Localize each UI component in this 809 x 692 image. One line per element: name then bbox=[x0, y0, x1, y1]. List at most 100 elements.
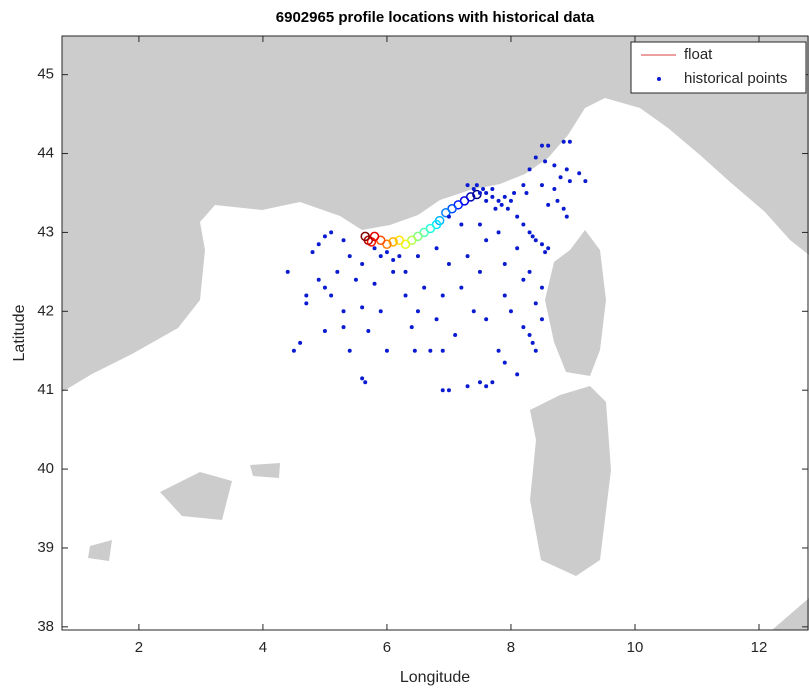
historical-point bbox=[412, 348, 417, 353]
historical-point bbox=[329, 293, 334, 298]
corsica bbox=[545, 230, 606, 376]
historical-point bbox=[484, 384, 489, 389]
historical-point bbox=[524, 190, 529, 195]
majorca bbox=[160, 472, 232, 520]
historical-point bbox=[360, 376, 365, 381]
historical-point bbox=[502, 293, 507, 298]
historical-point bbox=[304, 293, 309, 298]
historical-point bbox=[533, 238, 538, 243]
historical-point bbox=[285, 269, 290, 274]
historical-point bbox=[298, 340, 303, 345]
chart-title: 6902965 profile locations with historica… bbox=[276, 9, 595, 26]
legend-label: historical points bbox=[684, 70, 787, 87]
historical-point bbox=[521, 222, 526, 227]
legend-label: float bbox=[684, 46, 713, 63]
historical-point bbox=[415, 254, 420, 259]
historical-point bbox=[539, 285, 544, 290]
historical-point bbox=[539, 143, 544, 148]
historical-point bbox=[422, 285, 427, 290]
historical-point bbox=[481, 187, 486, 192]
historical-point bbox=[353, 277, 358, 282]
italy-south bbox=[772, 598, 809, 630]
historical-point bbox=[347, 348, 352, 353]
y-tick-label: 45 bbox=[37, 66, 54, 83]
y-axis-label: Latitude bbox=[11, 304, 28, 361]
x-tick-label: 4 bbox=[259, 639, 267, 656]
historical-point bbox=[555, 198, 560, 203]
historical-point bbox=[564, 214, 569, 219]
y-tick-label: 40 bbox=[37, 460, 54, 477]
historical-point bbox=[577, 171, 582, 176]
historical-point bbox=[533, 301, 538, 306]
historical-point bbox=[440, 293, 445, 298]
historical-point bbox=[391, 258, 396, 263]
historical-point bbox=[552, 163, 557, 168]
historical-point bbox=[415, 309, 420, 314]
historical-point bbox=[446, 388, 451, 393]
historical-point bbox=[561, 206, 566, 211]
historical-point bbox=[505, 206, 510, 211]
historical-point bbox=[539, 317, 544, 322]
historical-point bbox=[502, 194, 507, 199]
historical-point bbox=[521, 325, 526, 330]
historical-point bbox=[561, 139, 566, 144]
historical-point bbox=[372, 281, 377, 286]
historical-point bbox=[465, 254, 470, 259]
historical-point bbox=[484, 317, 489, 322]
historical-point bbox=[465, 384, 470, 389]
x-tick-label: 2 bbox=[135, 639, 143, 656]
historical-point bbox=[484, 190, 489, 195]
historical-point bbox=[502, 360, 507, 365]
historical-point bbox=[552, 187, 557, 192]
historical-point bbox=[530, 234, 535, 239]
historical-point bbox=[484, 198, 489, 203]
historical-point bbox=[409, 325, 414, 330]
historical-point bbox=[546, 143, 551, 148]
marks bbox=[285, 139, 588, 393]
x-tick-label: 8 bbox=[507, 639, 515, 656]
historical-point bbox=[372, 246, 377, 251]
historical-point bbox=[533, 155, 538, 160]
historical-point bbox=[434, 317, 439, 322]
axes-box bbox=[61, 35, 809, 631]
historical-point bbox=[335, 269, 340, 274]
historical-point bbox=[543, 250, 548, 255]
historical-point bbox=[508, 198, 513, 203]
sardinia bbox=[530, 386, 611, 576]
historical-point bbox=[527, 332, 532, 337]
historical-point bbox=[527, 230, 532, 235]
historical-point bbox=[329, 230, 334, 235]
historical-point bbox=[515, 214, 520, 219]
historical-point bbox=[533, 348, 538, 353]
historical-point bbox=[366, 329, 371, 334]
mainland bbox=[62, 36, 809, 392]
y-tick-label: 44 bbox=[37, 145, 54, 162]
historical-point bbox=[539, 242, 544, 247]
historical-point bbox=[341, 238, 346, 243]
historical-point bbox=[347, 254, 352, 259]
historical-point bbox=[391, 269, 396, 274]
historical-point bbox=[316, 242, 321, 247]
float-point bbox=[441, 207, 451, 218]
x-tick-label: 12 bbox=[751, 639, 768, 656]
historical-point bbox=[499, 202, 504, 207]
historical-point bbox=[428, 348, 433, 353]
historical-point bbox=[493, 206, 498, 211]
historical-point bbox=[527, 167, 532, 172]
y-tick-label: 38 bbox=[37, 618, 54, 635]
historical-point bbox=[530, 340, 535, 345]
land bbox=[62, 36, 809, 630]
historical-point bbox=[543, 159, 548, 164]
y-tick-label: 43 bbox=[37, 223, 54, 240]
historical-point bbox=[459, 285, 464, 290]
historical-point bbox=[490, 194, 495, 199]
historical-point bbox=[496, 230, 501, 235]
historical-point bbox=[304, 301, 309, 306]
historical-point bbox=[496, 348, 501, 353]
historical-point bbox=[384, 250, 389, 255]
historical-point bbox=[465, 183, 470, 188]
historical-point bbox=[567, 139, 572, 144]
historical-point bbox=[527, 269, 532, 274]
historical-point bbox=[322, 234, 327, 239]
